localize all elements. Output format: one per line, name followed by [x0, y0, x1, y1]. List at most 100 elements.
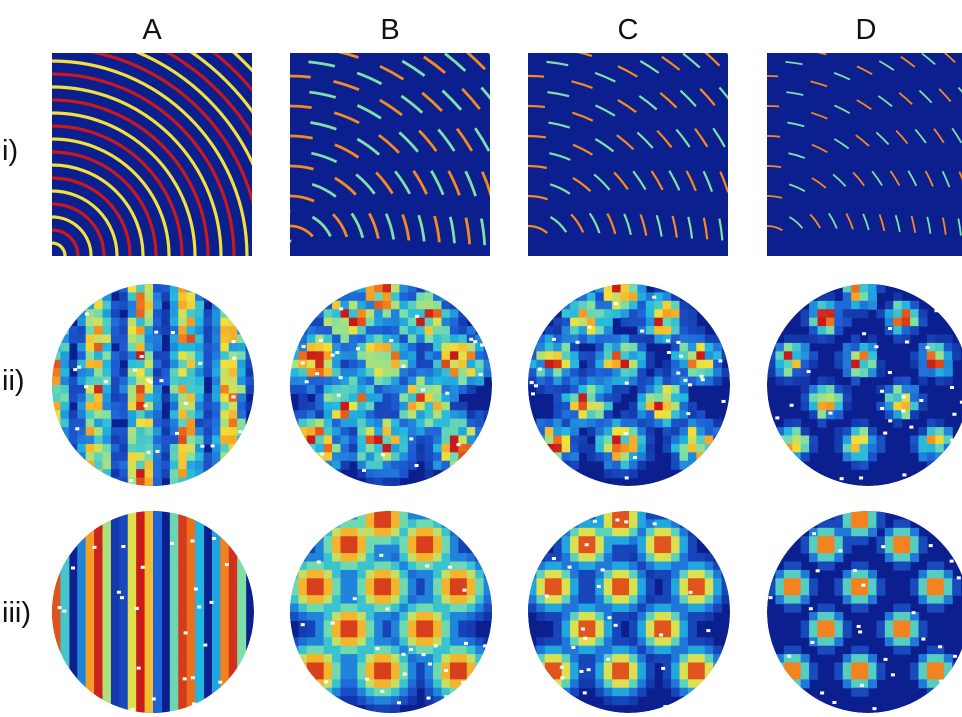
rate-pixel — [809, 544, 819, 554]
rate-pixel — [859, 342, 869, 352]
rate-pixel — [127, 670, 137, 680]
rate-pixel — [637, 544, 647, 554]
rate-pixel — [237, 351, 247, 361]
rate-pixel — [424, 385, 434, 395]
rate-pixel — [561, 342, 571, 352]
rate-pixel — [612, 300, 622, 310]
rate-pixel — [144, 662, 154, 672]
rate-pixel — [237, 317, 247, 327]
rate-pixel — [713, 443, 723, 453]
rate-pixel — [237, 553, 247, 563]
rate-pixel — [475, 637, 485, 647]
rate-pixel — [671, 317, 681, 327]
rate-pixel — [211, 687, 221, 697]
unvisited-pixel — [444, 695, 449, 699]
rate-pixel — [220, 544, 230, 554]
rate-pixel — [220, 427, 230, 437]
wave-square-d — [767, 53, 962, 256]
rate-pixel — [153, 292, 163, 302]
rate-pixel — [85, 603, 95, 613]
wave-arc — [52, 202, 106, 256]
rate-pixel — [603, 687, 613, 697]
rate-pixel — [127, 620, 137, 630]
rate-pixel — [817, 620, 827, 630]
rate-pixel — [178, 519, 188, 529]
rate-pixel — [561, 670, 571, 680]
rate-pixel — [424, 637, 434, 647]
rate-pixel — [901, 628, 911, 638]
rate-pixel — [60, 460, 70, 470]
rate-pixel — [595, 561, 605, 571]
rate-pixel — [441, 662, 451, 672]
rate-pixel — [783, 654, 793, 664]
rate-pixel — [290, 427, 300, 437]
rate-pixel — [662, 511, 672, 521]
rate-pixel — [859, 511, 869, 521]
rate-pixel — [851, 427, 861, 437]
rate-pixel — [127, 334, 137, 344]
rate-pixel — [783, 670, 793, 680]
rate-pixel — [901, 561, 911, 571]
rate-pixel — [136, 586, 146, 596]
rate-pixel — [102, 368, 112, 378]
rate-pixel — [77, 553, 87, 563]
rate-pixel — [792, 687, 802, 697]
rate-pixel — [536, 418, 546, 428]
rate-pixel — [645, 385, 655, 395]
rate-pixel — [136, 418, 146, 428]
rate-pixel — [153, 569, 163, 579]
unvisited-pixel — [582, 691, 587, 695]
rate-pixel — [127, 469, 137, 479]
rate-pixel — [365, 679, 375, 689]
rate-pixel — [85, 418, 95, 428]
rate-pixel — [586, 527, 596, 537]
rate-pixel — [211, 300, 221, 310]
rate-pixel — [77, 536, 87, 546]
rate-pixel — [687, 620, 697, 630]
rate-pixel — [926, 342, 936, 352]
rate-pixel — [348, 662, 358, 672]
rate-pixel — [153, 435, 163, 445]
rate-pixel — [449, 326, 459, 336]
rate-pixel — [85, 300, 95, 310]
rate-pixel — [315, 645, 325, 655]
rate-pixel — [407, 359, 417, 369]
smooth-disk-disk-d — [767, 511, 962, 713]
rate-pixel — [483, 612, 492, 622]
rate-pixel — [332, 427, 342, 437]
rate-pixel — [553, 342, 563, 352]
rate-pixel — [203, 334, 213, 344]
rate-pixel — [629, 351, 639, 361]
rate-pixel — [884, 527, 894, 537]
rate-pixel — [399, 662, 409, 672]
rate-pixel — [211, 368, 221, 378]
rate-pixel — [119, 477, 129, 486]
rate-pixel — [620, 519, 630, 529]
rate-pixel — [416, 662, 426, 672]
rate-pixel — [603, 326, 613, 336]
rate-pixel — [466, 679, 476, 689]
rate-pixel — [144, 612, 154, 622]
rate-pixel — [842, 435, 852, 445]
wave-arc — [861, 53, 962, 146]
panel-spike-disk-b — [290, 283, 512, 488]
rate-pixel — [399, 637, 409, 647]
rate-pixel — [169, 637, 179, 647]
rate-pixel — [458, 460, 468, 470]
rate-pixel — [662, 376, 672, 386]
rate-pixel — [620, 284, 630, 294]
rate-pixel — [178, 679, 188, 689]
unvisited-pixel — [905, 340, 910, 344]
rate-pixel — [553, 443, 563, 453]
rate-pixel — [603, 317, 613, 327]
rate-pixel — [195, 645, 205, 655]
rate-pixel — [391, 679, 401, 689]
rate-pixel — [578, 620, 588, 630]
rate-pixel — [178, 544, 188, 554]
rate-pixel — [298, 544, 308, 554]
rate-pixel — [603, 309, 613, 319]
rate-pixel — [952, 342, 962, 352]
rate-pixel — [483, 452, 492, 462]
rate-pixel — [245, 418, 254, 428]
rate-pixel — [645, 317, 655, 327]
